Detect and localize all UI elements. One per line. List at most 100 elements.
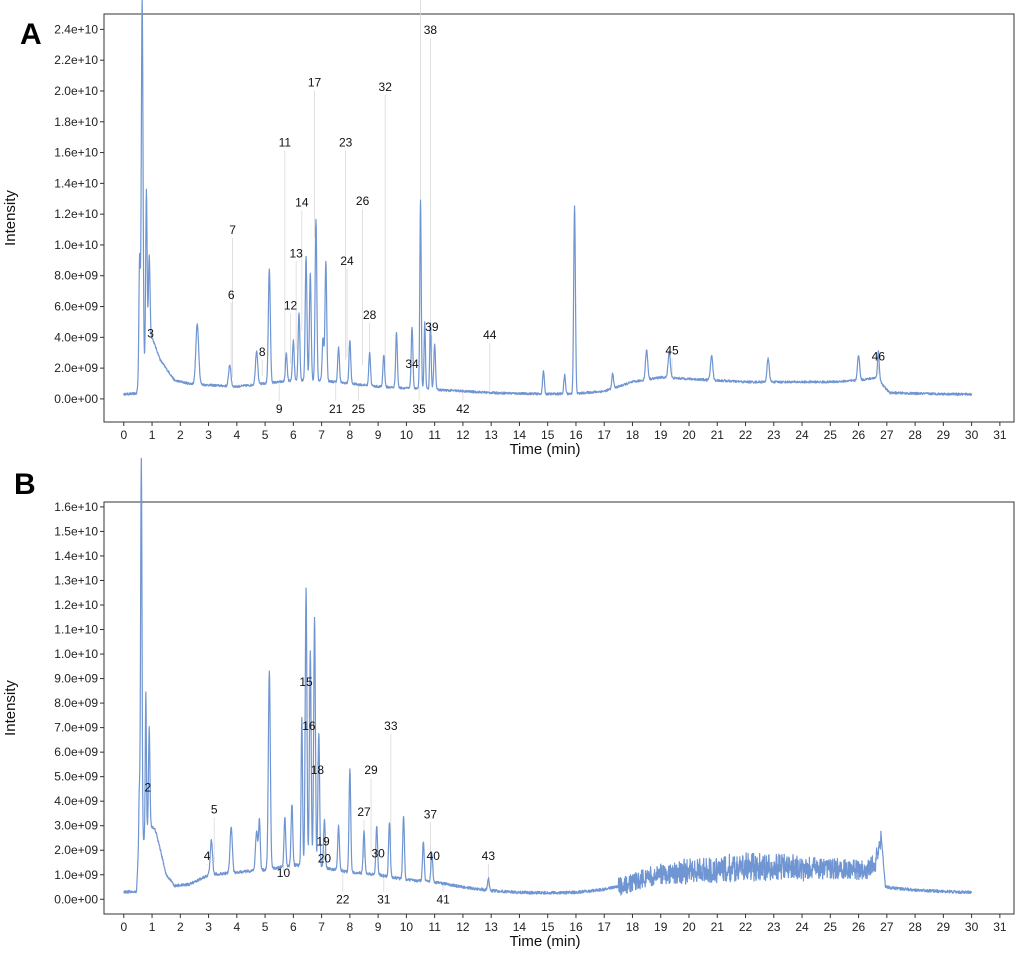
peak-label: 18 [311,763,325,777]
x-tick-label: 14 [513,920,527,934]
peak-label: 40 [427,849,441,863]
peak-label: 9 [276,402,283,416]
peak-label: 30 [371,847,385,861]
x-tick-label: 27 [880,920,894,934]
y-tick-label: 5.0e+09 [54,770,98,784]
x-tick-label: 5 [262,920,269,934]
x-tick-label: 15 [541,428,555,442]
y-tick-label: 1.4e+10 [54,176,98,190]
panel-a-peak-leaders [141,0,879,401]
x-tick-label: 8 [347,428,354,442]
x-tick-label: 29 [937,428,951,442]
peak-label: 7 [229,223,236,237]
y-tick-label: 6.0e+09 [54,300,98,314]
peak-label: 6 [228,288,235,302]
peak-label: 43 [482,849,496,863]
y-tick-label: 1.6e+10 [54,146,98,160]
x-tick-label: 15 [541,920,555,934]
panel-letter-a: A [20,18,42,51]
panel-a-y-axis-title: Intensity [2,190,19,246]
panel-b-peak-labels: 2 4 5 10 15 16 18 19 20 22 27 29 30 31 33 37 40 41 43 [144,675,495,907]
y-tick-label: 2.4e+10 [54,22,98,36]
x-tick-label: 5 [262,428,269,442]
x-tick-label: 2 [177,428,184,442]
y-tick-label: 1.1e+10 [54,623,98,637]
y-tick-label: 1.0e+10 [54,238,98,252]
peak-label: 32 [379,80,393,94]
x-tick-label: 21 [711,920,725,934]
peak-label: 4 [204,849,211,863]
x-tick-label: 10 [400,920,414,934]
x-tick-label: 26 [852,920,866,934]
y-tick-label: 8.0e+09 [54,269,98,283]
x-tick-label: 24 [795,428,809,442]
panel-a-frame [103,13,1015,423]
peak-label: 2 [144,780,151,794]
y-tick-label: 1.6e+10 [54,500,98,514]
panel-a-y-axis: 0.0e+00 2.0e+09 4.0e+09 6.0e+09 8.0e+09 1.0e+… [54,22,104,406]
x-tick-label: 23 [767,920,781,934]
x-tick-label: 1 [149,428,156,442]
peak-label: 15 [299,675,313,689]
y-tick-label: 0.0e+00 [54,392,98,406]
panel-b-frame [103,501,1015,915]
peak-label: 16 [302,719,316,733]
peak-label: 41 [436,893,450,907]
peak-label: 3 [147,326,154,340]
y-tick-label: 8.0e+09 [54,696,98,710]
peak-label: 19 [316,834,330,848]
peak-label: 20 [318,852,332,866]
x-tick-label: 19 [654,428,668,442]
x-tick-label: 21 [711,428,725,442]
panel-b-chromatogram-line [123,457,973,896]
x-tick-label: 4 [233,428,240,442]
x-tick-label: 1 [149,920,156,934]
peak-label: 13 [289,246,303,260]
y-tick-label: 2.0e+09 [54,843,98,857]
y-tick-label: 1.0e+09 [54,868,98,882]
y-tick-label: 1.2e+10 [54,207,98,221]
x-tick-label: 30 [965,920,979,934]
x-tick-label: 10 [400,428,414,442]
x-tick-label: 2 [177,920,184,934]
peak-label: 17 [308,75,322,89]
panel-a-x-axis: 0 1 2 3 4 5 6 7 8 9 10 11 12 13 14 15 16 17 18 19 20 21 22 23 24… [120,422,1007,442]
x-tick-label: 22 [739,920,753,934]
y-tick-label: 1.0e+10 [54,647,98,661]
x-tick-label: 19 [654,920,668,934]
peak-label: 12 [284,299,298,313]
x-tick-label: 8 [347,920,354,934]
panel-a-peak-labels: 1367891112131417212324252628323435363839… [147,23,886,416]
x-tick-label: 3 [205,428,212,442]
x-tick-label: 11 [428,428,441,442]
peak-label: 39 [425,320,439,334]
x-tick-label: 31 [993,428,1007,442]
x-tick-label: 14 [513,428,527,442]
panel-a-chromatogram-line [123,0,973,396]
x-tick-label: 30 [965,428,979,442]
x-tick-label: 17 [598,920,612,934]
y-tick-label: 1.4e+10 [54,549,98,563]
peak-label: 45 [665,343,679,357]
x-tick-label: 31 [993,920,1007,934]
panel-a-x-axis-title: Time (min) [509,441,580,458]
x-tick-label: 4 [233,920,240,934]
peak-label: 10 [277,866,291,880]
x-tick-label: 16 [569,428,583,442]
panel-a-chart: A 0.0e+00 2.0e+09 4.0e+09 6.0e+09 8.0e+09 1.0… [2,0,1015,458]
peak-label: 34 [405,357,419,371]
panel-b-chart: B 0.0e+00 1.0e+09 2.0e+09 3.0e+09 4.0e+09 5.0… [2,457,1015,950]
x-tick-label: 25 [824,920,838,934]
y-tick-label: 0.0e+00 [54,892,98,906]
x-tick-label: 13 [484,428,498,442]
peak-label: 46 [872,349,886,363]
peak-label: 33 [384,719,398,733]
peak-label: 31 [377,893,391,907]
x-tick-label: 13 [484,920,498,934]
peak-label: 24 [340,254,354,268]
x-tick-label: 0 [120,920,127,934]
x-tick-label: 27 [880,428,894,442]
x-tick-label: 28 [908,428,922,442]
peak-label: 22 [336,893,350,907]
peak-label: 29 [364,763,378,777]
